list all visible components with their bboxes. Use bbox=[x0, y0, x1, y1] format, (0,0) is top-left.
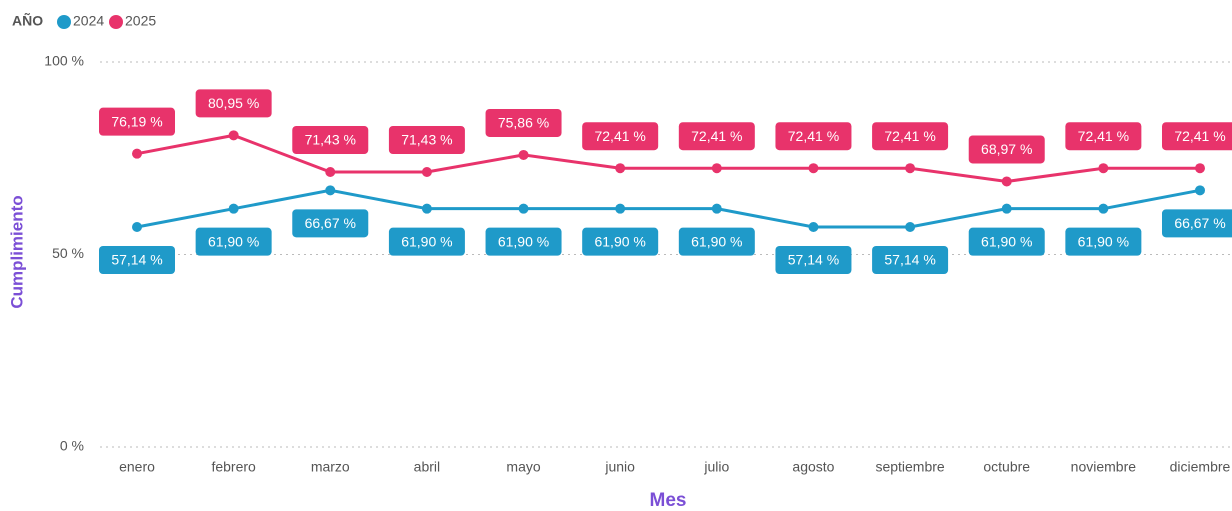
label-box bbox=[388, 227, 465, 256]
label-box bbox=[1065, 122, 1142, 151]
label-box bbox=[99, 107, 175, 136]
data-label: 61,90 % bbox=[981, 233, 1032, 249]
label-box bbox=[872, 246, 949, 275]
point bbox=[421, 203, 432, 214]
legend-label: 2025 bbox=[125, 13, 156, 29]
data-label: 66,67 % bbox=[305, 215, 356, 231]
point bbox=[325, 166, 336, 177]
label-box bbox=[582, 227, 659, 256]
point bbox=[711, 163, 722, 174]
data-label: 61,90 % bbox=[208, 233, 259, 249]
legend-swatch bbox=[57, 15, 71, 29]
x-tick-label: enero bbox=[119, 459, 155, 475]
label-box bbox=[1065, 227, 1142, 256]
y-axis-title: Cumplimiento bbox=[7, 195, 26, 308]
x-tick-label: junio bbox=[604, 459, 635, 475]
point bbox=[228, 130, 239, 141]
x-tick-label: agosto bbox=[792, 459, 834, 475]
data-label: 61,90 % bbox=[498, 233, 549, 249]
point bbox=[615, 163, 626, 174]
label-box bbox=[582, 122, 659, 151]
label-box bbox=[485, 227, 562, 256]
data-label: 76,19 % bbox=[111, 113, 162, 129]
x-tick-label: diciembre bbox=[1170, 459, 1231, 475]
label-box bbox=[388, 125, 465, 154]
data-label: 68,97 % bbox=[981, 141, 1032, 157]
label-box bbox=[775, 122, 852, 151]
label-box bbox=[99, 246, 175, 275]
data-label: 72,41 % bbox=[594, 128, 645, 144]
point bbox=[1001, 176, 1012, 187]
label-box bbox=[775, 246, 852, 275]
data-label: 66,67 % bbox=[1174, 215, 1225, 231]
point bbox=[518, 149, 529, 160]
y-tick-label: 50 % bbox=[52, 245, 84, 261]
series-line bbox=[136, 133, 1200, 183]
data-label: 61,90 % bbox=[594, 233, 645, 249]
label-box bbox=[485, 108, 562, 137]
point bbox=[1001, 203, 1012, 214]
data-label: 71,43 % bbox=[401, 132, 452, 148]
y-tick-label: 100 % bbox=[44, 53, 84, 69]
x-tick-label: mayo bbox=[506, 459, 540, 475]
point bbox=[905, 163, 916, 174]
data-label: 72,41 % bbox=[884, 128, 935, 144]
data-label: 61,90 % bbox=[401, 233, 452, 249]
x-tick-label: abril bbox=[414, 459, 440, 475]
point bbox=[132, 222, 142, 233]
legend-label: 2024 bbox=[73, 13, 104, 29]
x-axis-title: Mes bbox=[650, 490, 687, 511]
label-box bbox=[968, 135, 1045, 164]
data-label: 72,41 % bbox=[1078, 128, 1129, 144]
point bbox=[132, 148, 142, 159]
x-tick-label: julio bbox=[703, 459, 729, 475]
data-label: 75,86 % bbox=[498, 115, 549, 131]
y-tick-label: 0 % bbox=[60, 438, 84, 454]
legend-swatch bbox=[109, 15, 123, 29]
label-box bbox=[1162, 209, 1232, 238]
x-tick-label: marzo bbox=[311, 459, 350, 475]
point bbox=[808, 163, 819, 174]
label-box bbox=[872, 122, 949, 151]
point bbox=[905, 222, 916, 233]
data-label: 72,41 % bbox=[788, 128, 839, 144]
point bbox=[228, 203, 239, 214]
data-label: 72,41 % bbox=[691, 128, 742, 144]
label-box bbox=[195, 89, 272, 118]
label-box bbox=[678, 122, 755, 151]
label-box bbox=[1162, 122, 1232, 151]
data-label: 61,90 % bbox=[691, 233, 742, 249]
label-box bbox=[678, 227, 755, 256]
data-label: 57,14 % bbox=[788, 252, 839, 268]
data-label: 80,95 % bbox=[208, 95, 259, 111]
label-box bbox=[195, 227, 272, 256]
x-tick-label: febrero bbox=[211, 459, 256, 475]
label-box bbox=[292, 125, 369, 154]
data-label: 57,14 % bbox=[111, 252, 162, 268]
data-label: 61,90 % bbox=[1078, 233, 1129, 249]
series-line bbox=[136, 188, 1201, 229]
point bbox=[615, 203, 626, 214]
point bbox=[421, 166, 432, 177]
point bbox=[1195, 163, 1205, 174]
x-tick-label: noviembre bbox=[1071, 459, 1137, 475]
x-tick-label: octubre bbox=[983, 459, 1030, 475]
data-label: 71,43 % bbox=[305, 132, 356, 148]
label-box bbox=[968, 227, 1045, 256]
point bbox=[518, 203, 529, 214]
point bbox=[808, 222, 819, 233]
data-label: 72,41 % bbox=[1174, 128, 1225, 144]
point bbox=[1195, 185, 1205, 196]
point bbox=[325, 185, 336, 196]
point bbox=[1098, 163, 1109, 174]
data-label: 57,14 % bbox=[884, 252, 935, 268]
point bbox=[711, 203, 722, 214]
label-box bbox=[292, 209, 369, 238]
x-tick-label: septiembre bbox=[875, 459, 944, 475]
point bbox=[1098, 203, 1109, 214]
legend-title: AÑO bbox=[12, 12, 43, 29]
